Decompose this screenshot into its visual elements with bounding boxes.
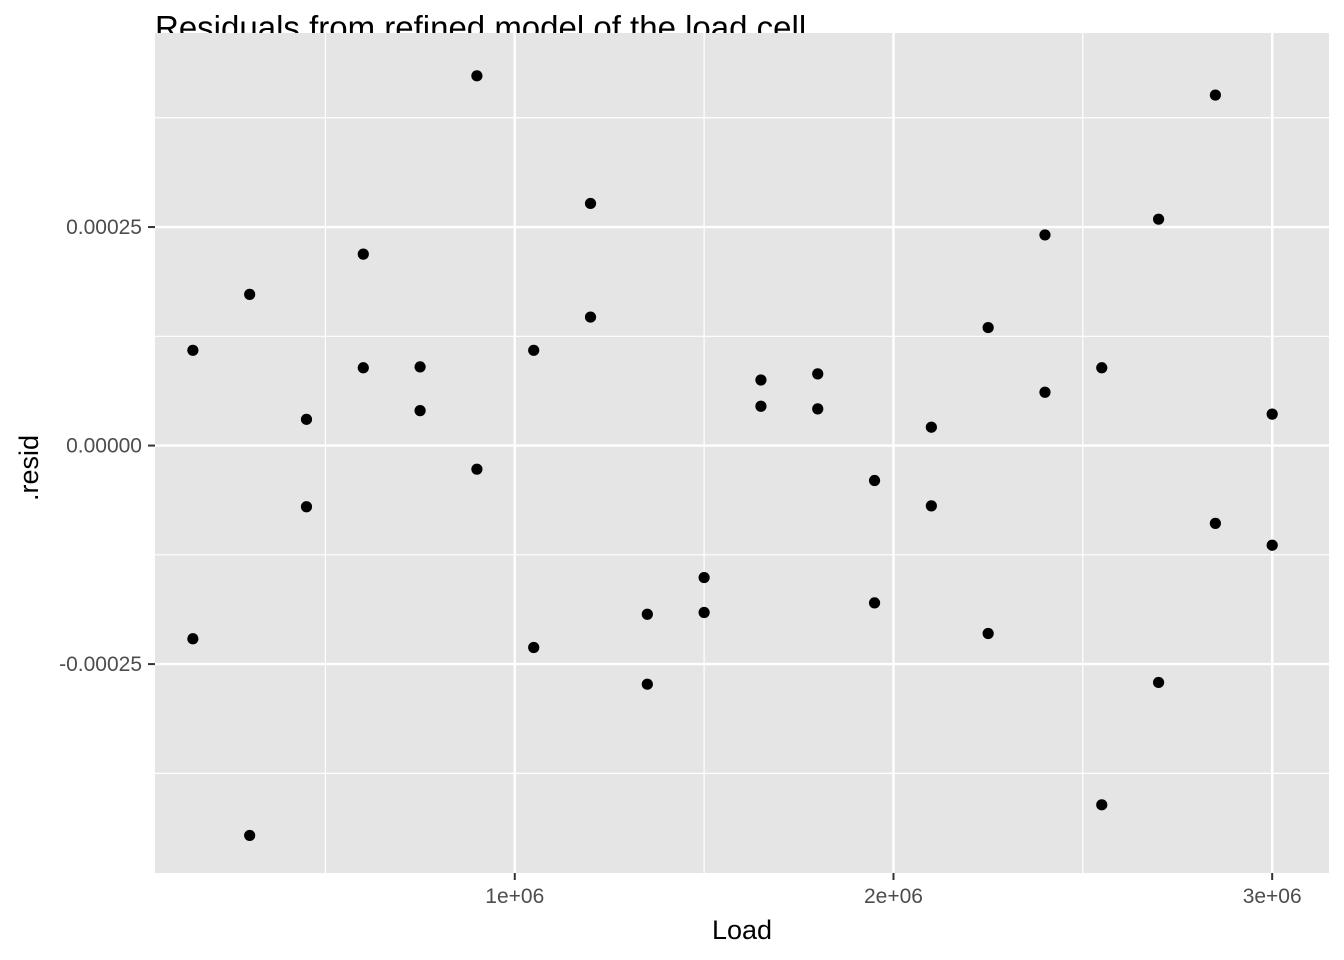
x-tick-label: 2e+06 xyxy=(864,885,923,908)
data-point xyxy=(300,413,313,425)
x-tick-label: 3e+06 xyxy=(1243,885,1302,908)
data-point xyxy=(471,70,483,82)
data-point xyxy=(1039,386,1051,398)
data-point xyxy=(755,374,767,386)
data-point xyxy=(641,678,653,690)
data-point xyxy=(244,829,256,842)
data-point xyxy=(414,405,426,417)
y-axis: -0.00025 0.00000 0.00025 xyxy=(59,216,155,676)
data-point xyxy=(641,608,653,620)
data-point xyxy=(812,403,824,415)
data-point xyxy=(584,311,597,323)
data-point xyxy=(300,501,313,513)
data-point xyxy=(698,606,710,619)
y-tick-label: 0.00025 xyxy=(66,216,142,239)
data-point xyxy=(868,474,881,487)
data-point xyxy=(1039,229,1051,241)
major-gridlines xyxy=(155,33,1329,873)
data-point xyxy=(414,361,426,373)
data-point xyxy=(868,597,881,609)
x-tick-label: 1e+06 xyxy=(485,885,544,908)
y-tick-label: -0.00025 xyxy=(59,653,142,676)
data-point xyxy=(187,633,199,645)
data-point xyxy=(1152,676,1165,689)
data-point xyxy=(812,368,824,380)
data-point xyxy=(1096,362,1108,374)
data-point xyxy=(1152,213,1165,225)
data-points xyxy=(187,70,1278,842)
data-point xyxy=(698,571,710,584)
y-axis-title: .resid xyxy=(14,435,44,501)
data-point xyxy=(1266,408,1278,420)
data-point xyxy=(244,288,256,300)
plot-panel xyxy=(155,33,1329,873)
x-axis: 1e+06 2e+06 3e+06 xyxy=(485,873,1302,908)
data-point xyxy=(528,344,540,356)
data-point xyxy=(584,197,597,210)
data-point xyxy=(1209,89,1221,101)
data-point xyxy=(982,321,994,334)
data-point xyxy=(755,400,767,412)
y-tick-label: 0.00000 xyxy=(66,435,142,458)
data-point xyxy=(528,641,540,654)
data-point xyxy=(471,463,483,475)
data-point xyxy=(982,627,994,640)
data-point xyxy=(1266,539,1278,551)
data-point xyxy=(925,421,937,433)
data-point xyxy=(1209,517,1221,529)
data-point xyxy=(925,500,937,512)
x-axis-title: Load xyxy=(712,915,772,945)
data-point xyxy=(357,248,369,260)
data-point xyxy=(1096,799,1108,811)
minor-gridlines xyxy=(155,33,1329,873)
data-point xyxy=(357,362,369,374)
data-point xyxy=(187,344,199,356)
